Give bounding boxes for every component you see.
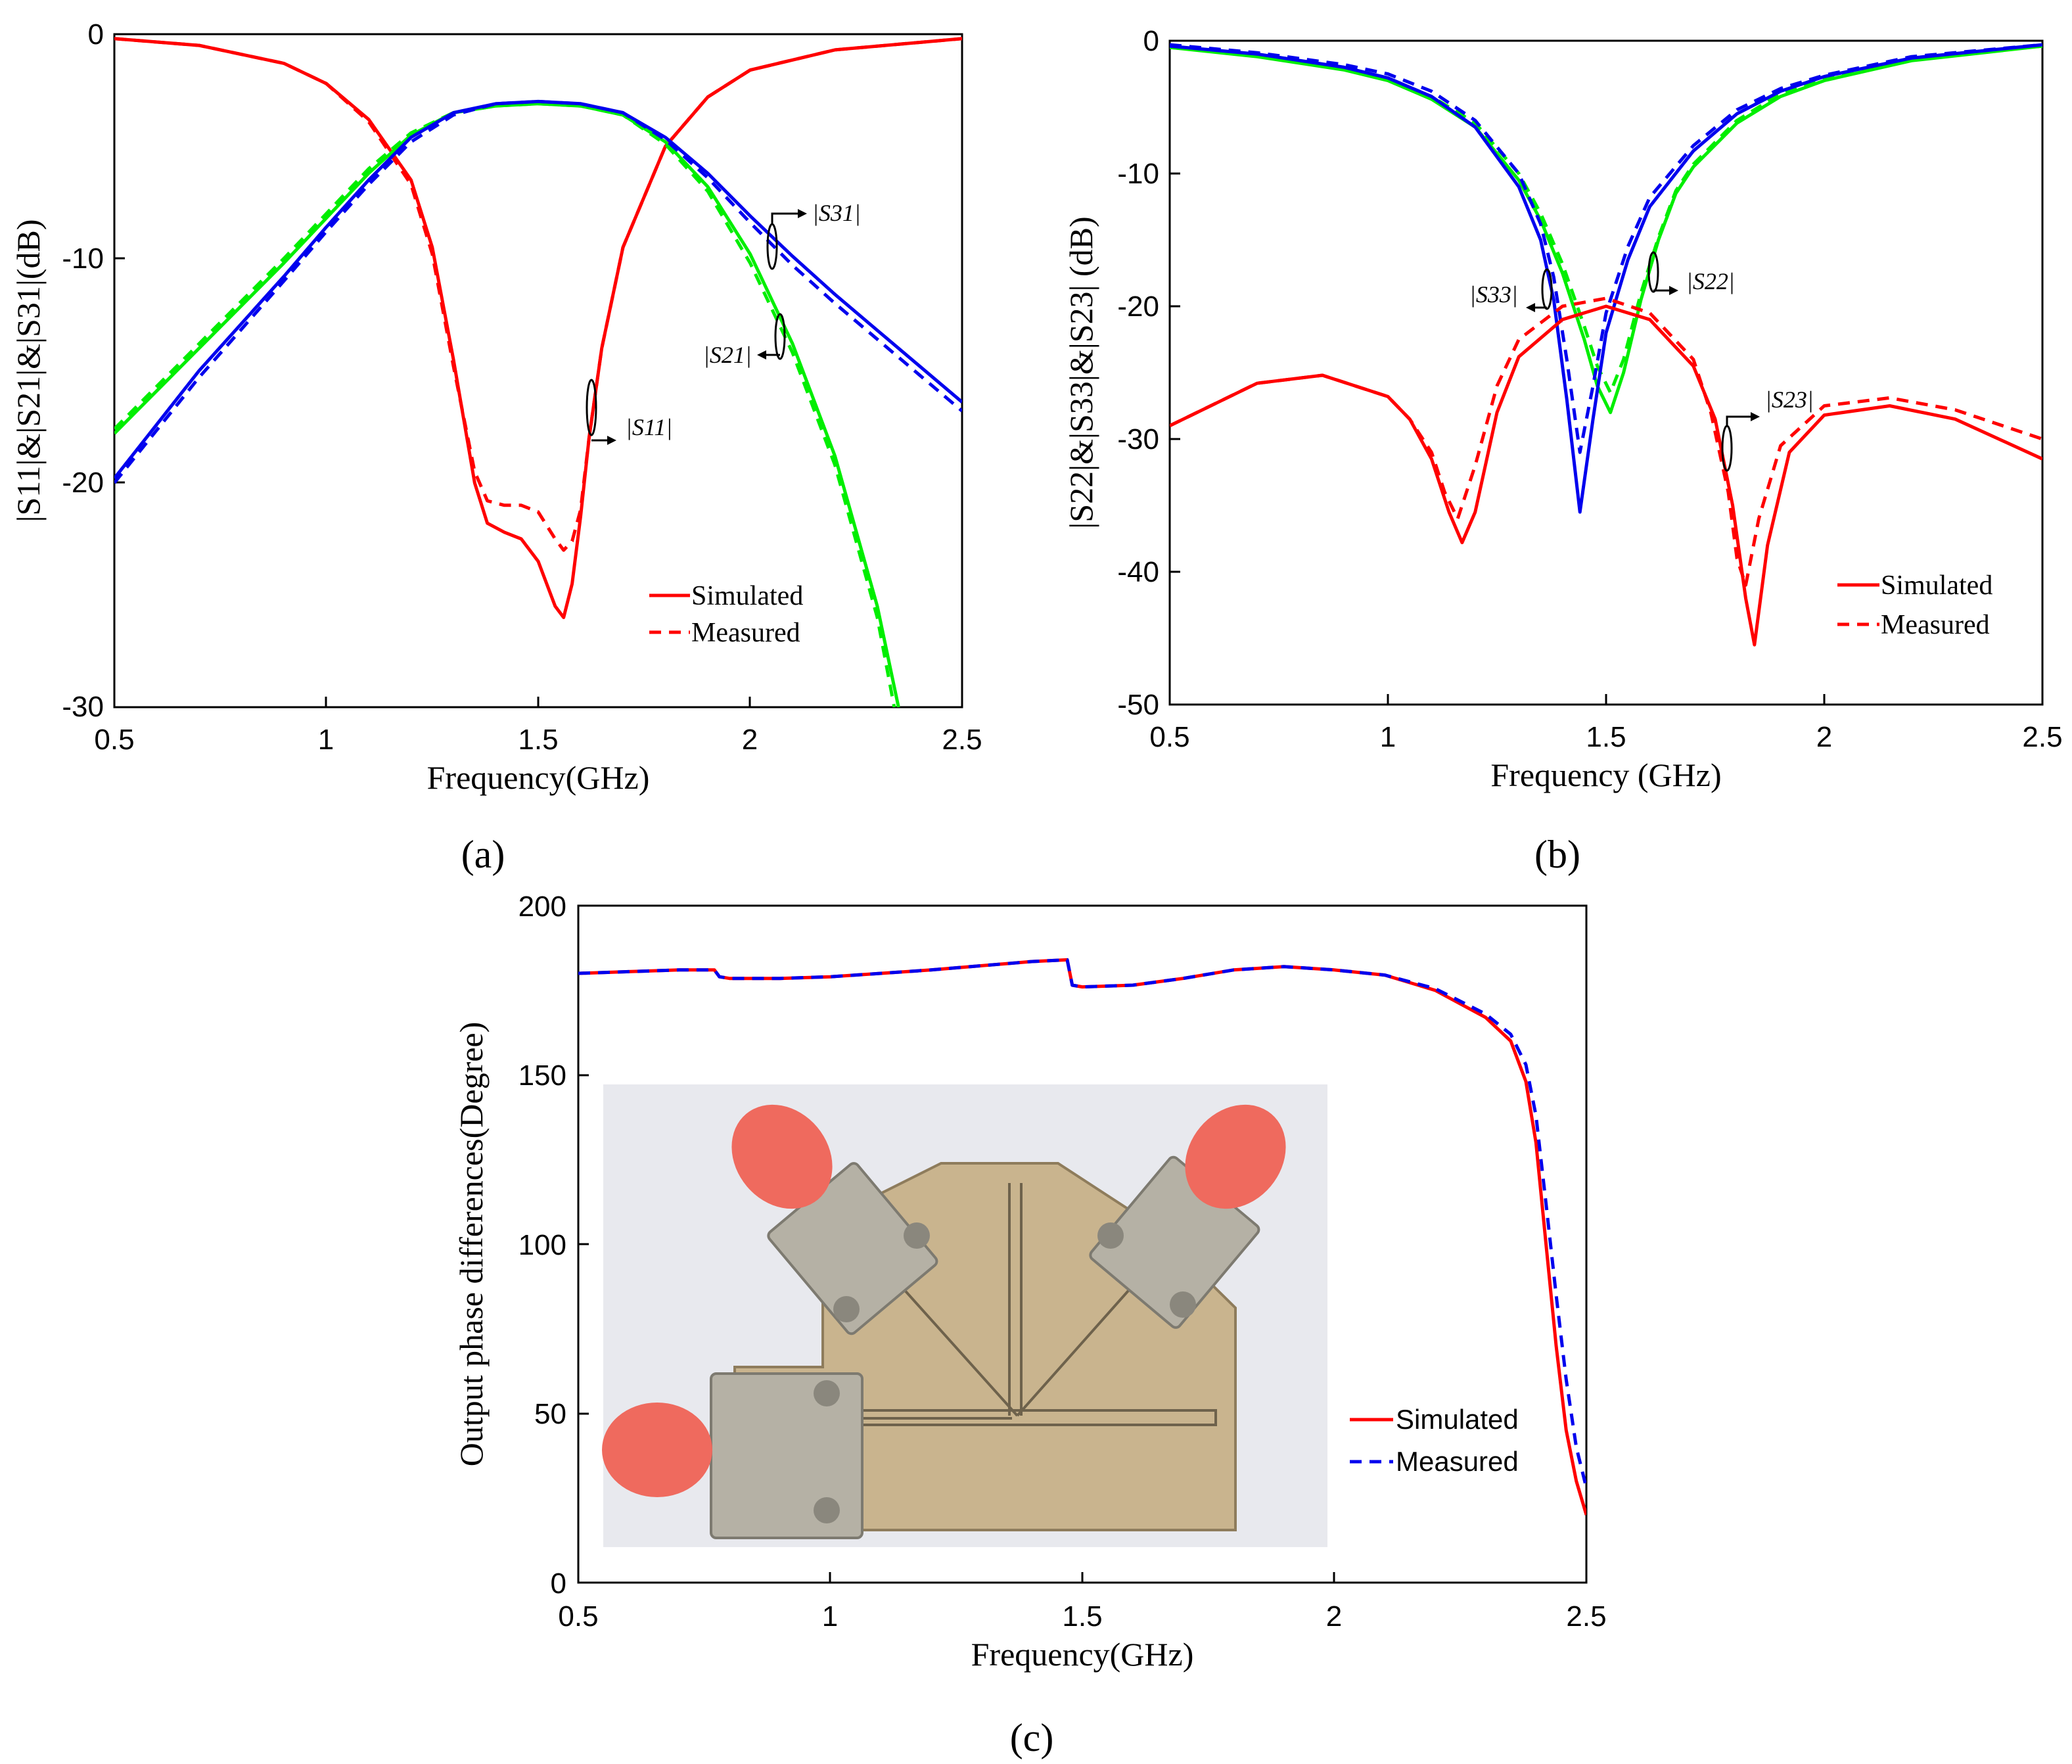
chart-a-ytick-3: -30 [62,691,104,723]
chart-c-xtick-2: 1.5 [1062,1600,1102,1633]
chart-a-xtick-3: 2 [742,724,758,756]
panel-label-b: (b) [1534,833,1580,876]
chart-a-legend: Simulated Measured [649,581,803,648]
chart-c-series-1 [578,958,1586,1489]
chart-b-xtick-0: 0.5 [1149,721,1189,753]
chart-b-ytick-4: -40 [1117,556,1159,588]
chart-c-ytick-3: 150 [518,1059,566,1092]
chart-a-xtick-0: 0.5 [94,724,134,756]
chart-b-annotation-s22: |S22| [1647,251,1735,295]
chart-b-ytick-0: 0 [1143,25,1159,57]
chart-c-xtick-0: 0.5 [558,1600,598,1633]
chart-a-annotation-s31: |S31| [766,200,861,270]
chart-b-xtick-3: 2 [1816,721,1832,753]
sma-connector-top-left [731,1104,938,1335]
chart-c-ytick-4: 200 [518,891,566,923]
chart-c-xtick-4: 2.5 [1566,1600,1606,1633]
chart-b-legend: Simulated Measured [1837,570,1992,640]
chart-a-y-ticks: 0 -10 -20 -30 [62,18,104,723]
chart-c-series [578,958,1586,1516]
chart-b-series-3 [1170,43,2042,454]
chart-c-legend-simulated: Simulated [1396,1404,1519,1435]
chart-a-series [114,37,962,707]
chart-c-xtick-3: 2 [1326,1600,1342,1633]
chart-c-tick-marks [578,1074,1335,1583]
chart-b-legend-simulated: Simulated [1881,570,1992,601]
chart-a: 0 -10 -20 -30 0.5 1 1.5 2 2.5 Frequency(… [10,18,982,796]
chart-a-series-3 [114,102,896,707]
chart-b-x-ticks: 0.5 1 1.5 2 2.5 [1149,721,2062,753]
chart-a-xtick-4: 2.5 [942,724,982,756]
chart-b-ytick-3: -30 [1117,423,1159,455]
chart-c-y-label: Output phase differences(Degree) [453,1022,490,1467]
chart-c-x-ticks: 0.5 1 1.5 2 2.5 [558,1600,1606,1633]
sma-connector-top-right [1089,1104,1286,1329]
chart-b-ytick-1: -10 [1117,158,1159,190]
chart-b-y-label: |S22|&|S33|&|S23| (dB) [1063,216,1099,528]
chart-b-xtick-2: 1.5 [1586,721,1626,753]
s11-label: |S11| [626,414,672,440]
chart-b-series-0 [1170,44,2042,415]
chart-b-series-2 [1170,43,2042,514]
chart-b-annotation-s33: |S33| [1469,268,1553,312]
chart-b-x-label: Frequency (GHz) [1490,756,1721,793]
chart-b-xtick-4: 2.5 [2022,721,2062,753]
chart-c-xtick-1: 1 [822,1600,838,1633]
chart-a-y-label: |S11|&|S21|&|S31|(dB) [10,219,47,522]
panel-label-a: (a) [461,833,505,876]
s22-label: |S22| [1686,268,1735,294]
chart-a-xtick-1: 1 [318,724,334,756]
chart-b-y-ticks: 0 -10 -20 -30 -40 -50 [1117,25,1159,721]
chart-b-legend-measured: Measured [1881,610,1990,640]
chart-b-xtick-1: 1 [1380,721,1396,753]
chart-a-x-ticks: 0.5 1 1.5 2 2.5 [94,724,982,756]
chart-c-x-label: Frequency(GHz) [971,1636,1194,1673]
chart-c-series-0 [578,958,1586,1516]
panel-label-c: (c) [1010,1716,1054,1759]
chart-c: 0 50 100 150 200 0.5 1 1.5 2 2.5 Frequen… [453,891,1607,1673]
s21-label: |S21| [703,342,752,368]
chart-a-ytick-1: -10 [62,243,104,275]
chart-b: 0 -10 -20 -30 -40 -50 0.5 1 1.5 2 2.5 Fr… [1063,25,2063,793]
chart-c-y-ticks: 0 50 100 150 200 [518,891,566,1600]
chart-b-ytick-2: -20 [1117,290,1159,323]
chart-a-xtick-2: 1.5 [518,724,558,756]
chart-c-ytick-0: 0 [551,1567,566,1600]
chart-a-legend-simulated: Simulated [691,581,803,611]
chart-c-legend-measured: Measured [1396,1446,1519,1477]
sma-connector-left [602,1372,863,1539]
chart-a-legend-measured: Measured [691,618,800,648]
chart-a-x-label: Frequency(GHz) [427,759,650,796]
chart-c-ytick-1: 50 [534,1398,566,1430]
chart-b-plot-area [1168,39,2044,706]
chart-a-series-1 [114,37,962,552]
chart-a-annotation-s11: |S11| [586,379,672,445]
chart-b-tick-marks [1170,172,1826,705]
chart-a-ytick-0: 0 [88,18,104,51]
chart-a-annotation-s21: |S21| [703,313,786,368]
s23-label: |S23| [1765,386,1814,413]
s33-label: |S33| [1469,281,1518,308]
chart-b-ytick-5: -50 [1117,689,1159,721]
chart-b-annotation-s23: |S23| [1721,386,1814,472]
chart-a-series-5 [114,99,962,484]
inset-photo [602,1084,1327,1547]
chart-a-plot-area [113,33,963,708]
chart-b-series-5 [1170,296,2042,587]
s31-label: |S31| [812,200,861,226]
chart-a-ytick-2: -20 [62,467,104,499]
chart-c-legend: Simulated Measured [1350,1404,1519,1477]
chart-c-ytick-2: 100 [518,1229,566,1261]
chart-b-series [1170,43,2042,647]
